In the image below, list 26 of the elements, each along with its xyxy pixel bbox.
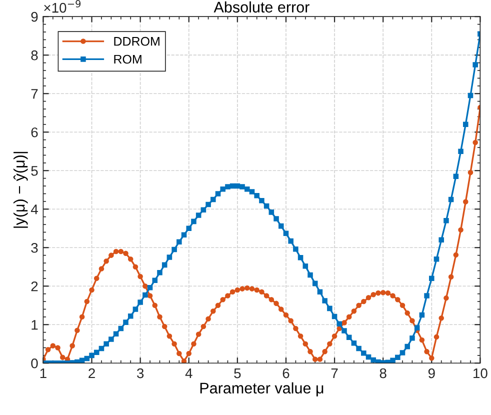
y-tick-label: 8	[31, 50, 38, 60]
x-axis-title: Parameter value μ	[200, 382, 324, 396]
y-tick-label: 9	[31, 12, 38, 22]
x-tick-label: 7	[331, 368, 338, 378]
text: ×10$^{−9}$	[44, 0, 81, 13]
x-tick-label: 3	[136, 368, 144, 378]
x-tick-label: 4	[185, 368, 192, 378]
x-tick-label: 1	[40, 368, 46, 378]
y-tick-label: 5	[31, 166, 38, 176]
y-tick-label: 4	[30, 204, 38, 214]
y-axis-title: |y(μ) − ŷ(μ)|	[13, 152, 28, 228]
y-tick-label: 0	[31, 358, 38, 368]
legend-label: DDROM	[114, 36, 160, 46]
x-tick-label: 2	[88, 368, 95, 378]
legend-label: ROM	[114, 54, 142, 64]
y-tick-label: 3	[31, 242, 38, 253]
x-tick-label: 5	[234, 368, 241, 378]
y-tick-label: 1	[32, 320, 38, 330]
y-tick-label: 6	[31, 127, 38, 138]
y-tick-label: 2	[31, 281, 38, 292]
chart-title: Absolute error	[214, 1, 310, 13]
x-tick-label: 10	[474, 368, 488, 378]
x-tick-label: 8	[380, 368, 386, 378]
x-tick-label: 9	[428, 368, 435, 378]
y-tick-label: 7	[31, 89, 38, 99]
x-tick-label: 6	[282, 368, 290, 378]
